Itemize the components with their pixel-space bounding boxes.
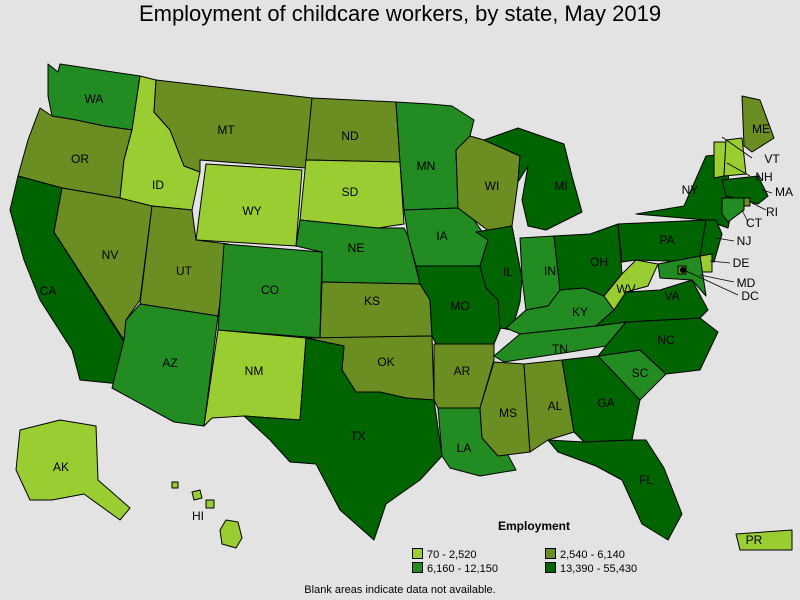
- state-nj: [699, 219, 723, 263]
- state-label-sd: SD: [342, 185, 359, 199]
- state-label-mt: MT: [217, 123, 235, 137]
- state-label-ny: NY: [682, 183, 699, 197]
- map-title: Employment of childcare workers, by stat…: [138, 1, 662, 26]
- legend-label-tier-2: 2,540 - 6,140: [560, 549, 625, 561]
- state-label-id: ID: [152, 178, 164, 192]
- state-hi-island-2: [191, 489, 203, 501]
- state-pr: [735, 529, 793, 551]
- state-label-pr: PR: [746, 533, 763, 547]
- state-label-wi: WI: [485, 179, 500, 193]
- state-label-va: VA: [664, 289, 679, 303]
- state-label-mo: MO: [450, 299, 469, 313]
- state-label-sc: SC: [632, 366, 649, 380]
- legend-swatch-tier-1: [412, 548, 423, 559]
- legend-label-tier-1: 70 - 2,520: [427, 549, 477, 561]
- state-label-ne: NE: [348, 241, 365, 255]
- legend-title: Employment: [498, 519, 571, 533]
- state-ct: [721, 197, 745, 223]
- state-label-wv: WV: [616, 282, 635, 296]
- state-label-ri: RI: [766, 205, 778, 219]
- legend-swatch-tier-2: [545, 548, 556, 559]
- state-fl: [547, 439, 683, 541]
- legend-item-tier-1: 70 - 2,520: [412, 548, 477, 561]
- state-il: [475, 225, 523, 331]
- legend-swatch-tier-3: [412, 562, 423, 573]
- state-me: [741, 95, 775, 153]
- state-md: [657, 255, 707, 297]
- state-ri: [743, 197, 751, 207]
- state-label-al: AL: [548, 399, 563, 413]
- state-label-ca: CA: [40, 284, 57, 298]
- state-label-md: MD: [737, 276, 756, 290]
- state-label-il: IL: [503, 265, 513, 279]
- state-label-nv: NV: [102, 248, 119, 262]
- state-label-in: IN: [544, 264, 556, 278]
- state-label-ga: GA: [597, 396, 614, 410]
- state-sd: [299, 159, 405, 229]
- state-ks: [319, 281, 433, 339]
- state-oh: [553, 223, 623, 297]
- state-label-me: ME: [752, 122, 770, 136]
- state-label-ma: MA: [775, 185, 793, 199]
- state-label-fl: FL: [639, 473, 653, 487]
- state-label-nm: NM: [245, 364, 264, 378]
- state-label-ok: OK: [377, 355, 394, 369]
- state-al: [523, 359, 575, 453]
- state-label-wa: WA: [85, 92, 104, 106]
- state-label-la: LA: [457, 441, 472, 455]
- state-label-ut: UT: [176, 264, 193, 278]
- state-hi: [219, 519, 243, 549]
- state-ma: [721, 175, 769, 205]
- legend-item-tier-3: 6,160 - 12,150: [412, 562, 498, 575]
- state-label-ms: MS: [499, 406, 517, 420]
- state-label-mi: MI: [554, 179, 567, 193]
- state-tx: [243, 337, 443, 541]
- state-label-ky: KY: [572, 305, 588, 319]
- state-label-hi: HI: [192, 509, 204, 523]
- legend-swatch-tier-4: [545, 562, 556, 573]
- state-label-nj: NJ: [737, 234, 752, 248]
- state-label-tx: TX: [350, 429, 365, 443]
- state-label-ak: AK: [53, 460, 69, 474]
- state-label-mn: MN: [417, 159, 436, 173]
- state-wi: [455, 135, 521, 233]
- state-label-ar: AR: [454, 364, 471, 378]
- state-az: [111, 303, 219, 427]
- legend-label-tier-3: 6,160 - 12,150: [427, 563, 498, 575]
- state-label-ks: KS: [364, 294, 380, 308]
- state-label-nc: NC: [657, 333, 675, 347]
- state-label-az: AZ: [162, 356, 177, 370]
- state-hi-island-1: [171, 481, 179, 489]
- state-label-dc: DC: [741, 289, 759, 303]
- state-label-oh: OH: [590, 255, 608, 269]
- state-label-ia: IA: [436, 229, 447, 243]
- state-label-vt: VT: [764, 152, 780, 166]
- legend-item-tier-2: 2,540 - 6,140: [545, 548, 625, 561]
- footnote: Blank areas indicate data not available.: [304, 584, 496, 596]
- state-va: [595, 279, 709, 327]
- state-label-de: DE: [733, 256, 750, 270]
- state-label-tn: TN: [552, 342, 568, 356]
- state-label-ct: CT: [746, 216, 763, 230]
- state-hi-island-3: [205, 499, 215, 509]
- state-label-nd: ND: [341, 129, 359, 143]
- state-label-wy: WY: [242, 204, 261, 218]
- state-ak: [15, 419, 131, 521]
- state-nh: [723, 137, 747, 177]
- state-label-or: OR: [71, 152, 89, 166]
- state-wv: [603, 259, 659, 311]
- state-label-nh: NH: [755, 170, 772, 184]
- state-mi: [483, 127, 583, 231]
- state-label-pa: PA: [659, 233, 674, 247]
- legend-label-tier-4: 13,390 - 55,430: [560, 563, 638, 575]
- state-label-co: CO: [261, 283, 279, 297]
- legend-item-tier-4: 13,390 - 55,430: [545, 562, 638, 575]
